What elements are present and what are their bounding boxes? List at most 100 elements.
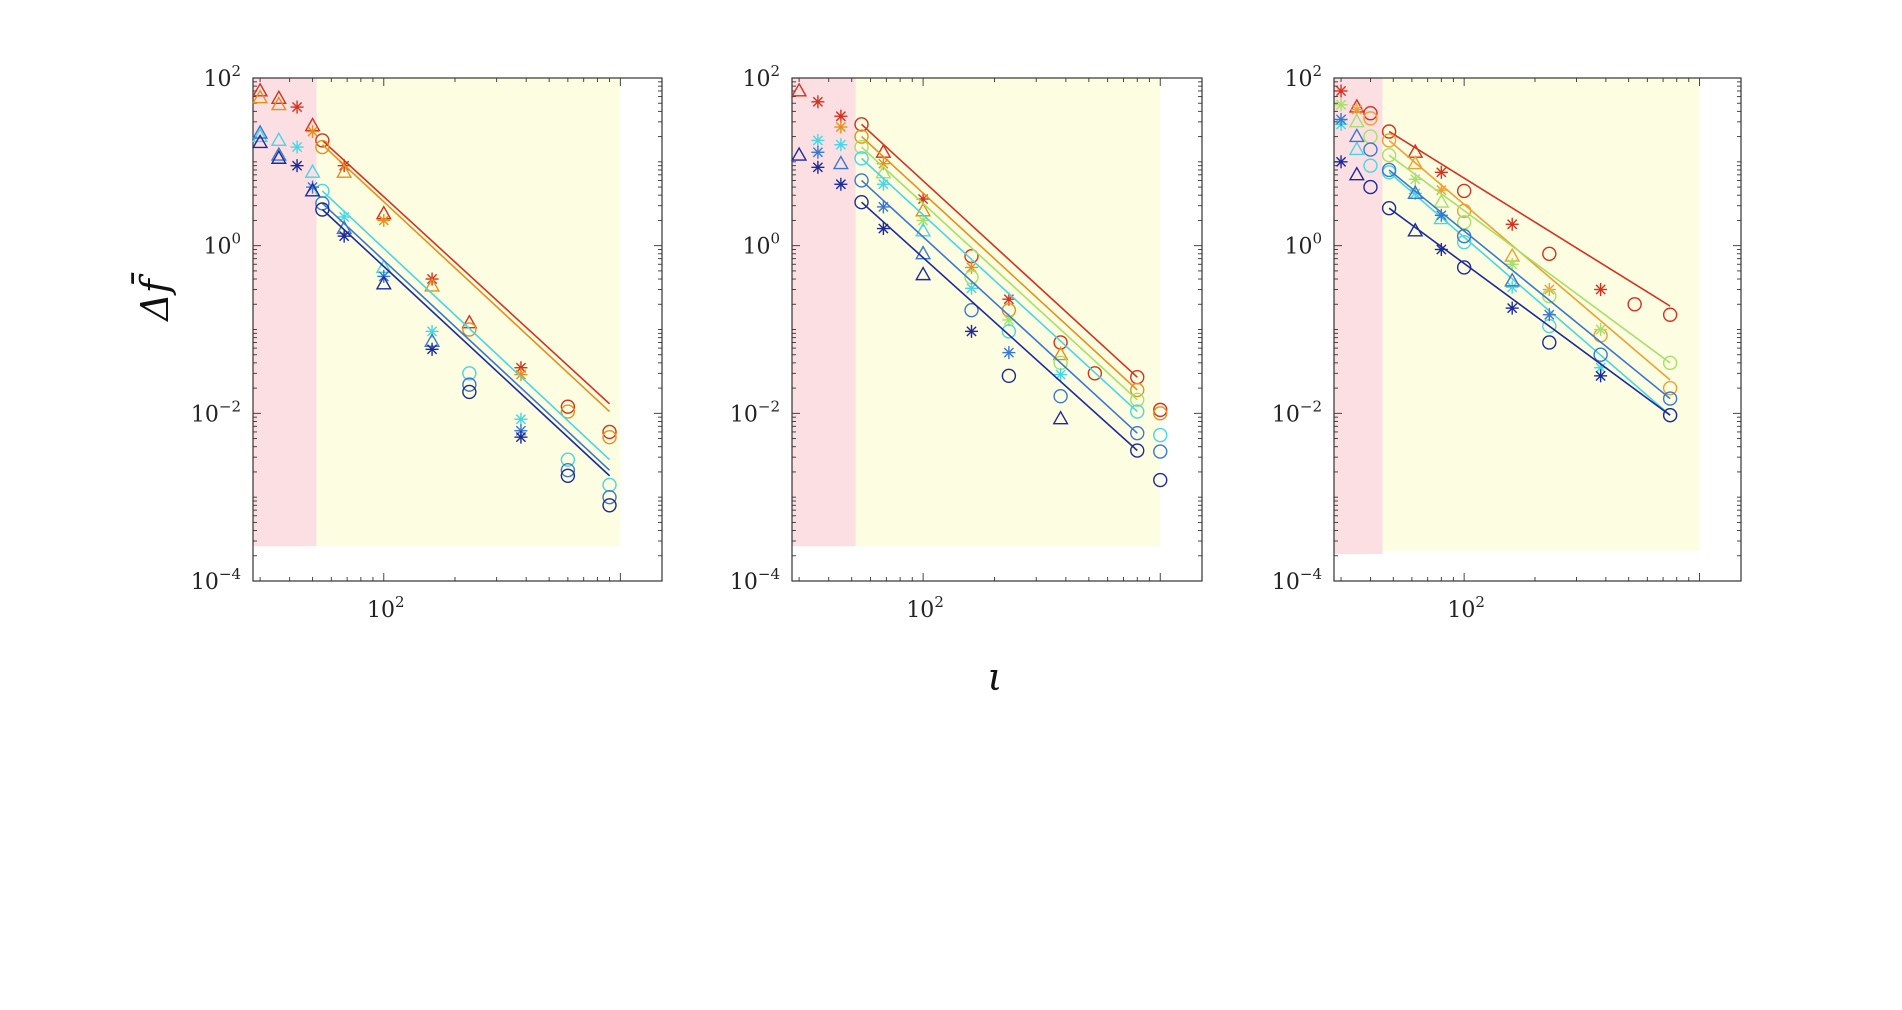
data-point <box>1662 307 1678 322</box>
data-point <box>462 377 477 392</box>
fit-region <box>316 78 621 547</box>
data-point <box>834 177 848 191</box>
data-point <box>1363 142 1378 157</box>
data-point <box>1434 165 1448 179</box>
excluded-region <box>1334 78 1383 554</box>
data-point <box>1334 112 1348 126</box>
data-point <box>270 96 287 111</box>
data-point <box>1434 243 1448 257</box>
data-point <box>1542 288 1557 304</box>
x-axis-label: ι <box>988 655 1003 699</box>
data-point <box>1407 155 1424 170</box>
data-point <box>876 177 890 191</box>
data-point <box>1593 347 1608 362</box>
data-point <box>270 149 287 164</box>
fit-line <box>860 123 1138 378</box>
fit-line <box>321 202 611 471</box>
data-point <box>1153 427 1168 443</box>
data-point <box>1542 308 1556 322</box>
data-point <box>1456 215 1472 230</box>
data-point <box>1434 208 1448 222</box>
data-point <box>1381 133 1397 148</box>
data-point <box>1348 141 1365 156</box>
data-point <box>811 133 825 147</box>
fit-line <box>1388 154 1671 364</box>
data-point <box>462 384 477 400</box>
data-point <box>462 322 477 337</box>
y-tick-label: 10−2 <box>1272 397 1322 427</box>
data-point <box>1001 324 1017 339</box>
data-point <box>315 133 330 148</box>
data-point <box>832 155 849 170</box>
axes-frame <box>791 77 1203 582</box>
x-tick-label: 102 <box>1447 593 1485 623</box>
data-point <box>1153 406 1168 421</box>
y-tick-label: 102 <box>1284 62 1322 92</box>
y-tick-label: 102 <box>203 62 241 92</box>
data-point <box>602 424 617 440</box>
data-point <box>854 139 869 155</box>
y-tick-label: 100 <box>203 230 241 260</box>
data-point <box>791 82 808 97</box>
data-point <box>1130 404 1145 419</box>
data-point <box>252 128 269 143</box>
data-point <box>1505 301 1519 315</box>
data-point <box>462 366 477 381</box>
data-point <box>270 146 287 161</box>
data-point <box>1363 179 1378 195</box>
data-point <box>1456 183 1472 199</box>
data-series <box>252 89 617 445</box>
fit-line <box>321 144 611 413</box>
data-point <box>1381 162 1397 178</box>
data-point <box>425 342 439 356</box>
data-point <box>252 133 269 149</box>
data-point <box>1348 166 1365 181</box>
data-point <box>514 368 528 382</box>
data-point <box>290 140 304 154</box>
data-point <box>270 131 287 147</box>
y-tick-label: 10−2 <box>191 397 241 427</box>
fit-line <box>1388 130 1671 307</box>
data-series <box>252 128 617 493</box>
ticks <box>1334 78 1741 582</box>
data-point <box>424 277 441 292</box>
data-point <box>602 429 617 445</box>
excluded-region <box>253 78 317 547</box>
data-point <box>1662 391 1678 406</box>
fit-line <box>321 208 611 477</box>
x-tick-label: 102 <box>906 593 944 623</box>
data-point <box>1594 283 1608 297</box>
data-point <box>377 213 391 227</box>
data-point <box>315 139 330 155</box>
data-series <box>834 120 1168 421</box>
data-point <box>1456 228 1472 244</box>
data-point <box>1662 355 1678 371</box>
data-point <box>1407 222 1424 237</box>
data-point <box>602 489 617 505</box>
data-point <box>834 120 848 134</box>
data-point <box>1087 366 1103 381</box>
data-point <box>1001 368 1017 384</box>
data-point <box>915 266 932 281</box>
axes-frame <box>1333 77 1742 582</box>
data-point <box>1433 193 1450 208</box>
data-point <box>1407 184 1424 199</box>
data-point <box>1363 106 1378 121</box>
data-point <box>560 452 576 467</box>
y-tick-label: 100 <box>1284 230 1322 260</box>
data-point <box>1433 210 1450 225</box>
data-point <box>1662 408 1678 423</box>
fit-line <box>860 157 1138 413</box>
data-point <box>560 462 576 478</box>
data-point <box>1153 444 1168 459</box>
data-point <box>1381 124 1397 139</box>
data-series <box>252 133 617 513</box>
data-point <box>602 498 617 513</box>
panel-left: 102 100 10−2 10−4 102 <box>191 62 663 623</box>
data-point <box>337 229 351 243</box>
fit-region <box>855 78 1161 547</box>
data-point <box>1334 155 1348 169</box>
panel-middle: 102 100 10−2 10−4 102 <box>730 62 1203 623</box>
data-point <box>1504 272 1521 287</box>
